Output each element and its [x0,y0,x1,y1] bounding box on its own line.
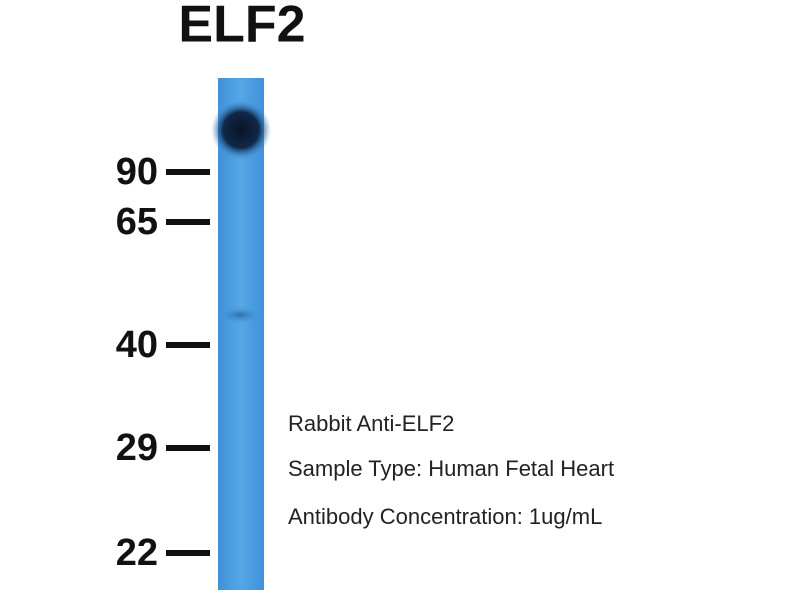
blot-lane [218,78,264,590]
marker-group: 90 65 40 29 22 [116,151,210,574]
marker-label: 22 [116,532,158,574]
marker-label: 65 [116,201,158,243]
marker-label: 90 [116,151,158,193]
note-line: Rabbit Anti-ELF2 [288,411,454,436]
marker-label: 29 [116,427,158,469]
title: ELF2 [178,0,305,54]
marker-label: 40 [116,324,158,366]
note-line: Sample Type: Human Fetal Heart [288,456,614,481]
faint-band [216,306,264,324]
note-group: Rabbit Anti-ELF2 Sample Type: Human Fetal… [288,411,614,529]
strong-band [211,100,271,160]
note-line: Antibody Concentration: 1ug/mL [288,504,602,529]
